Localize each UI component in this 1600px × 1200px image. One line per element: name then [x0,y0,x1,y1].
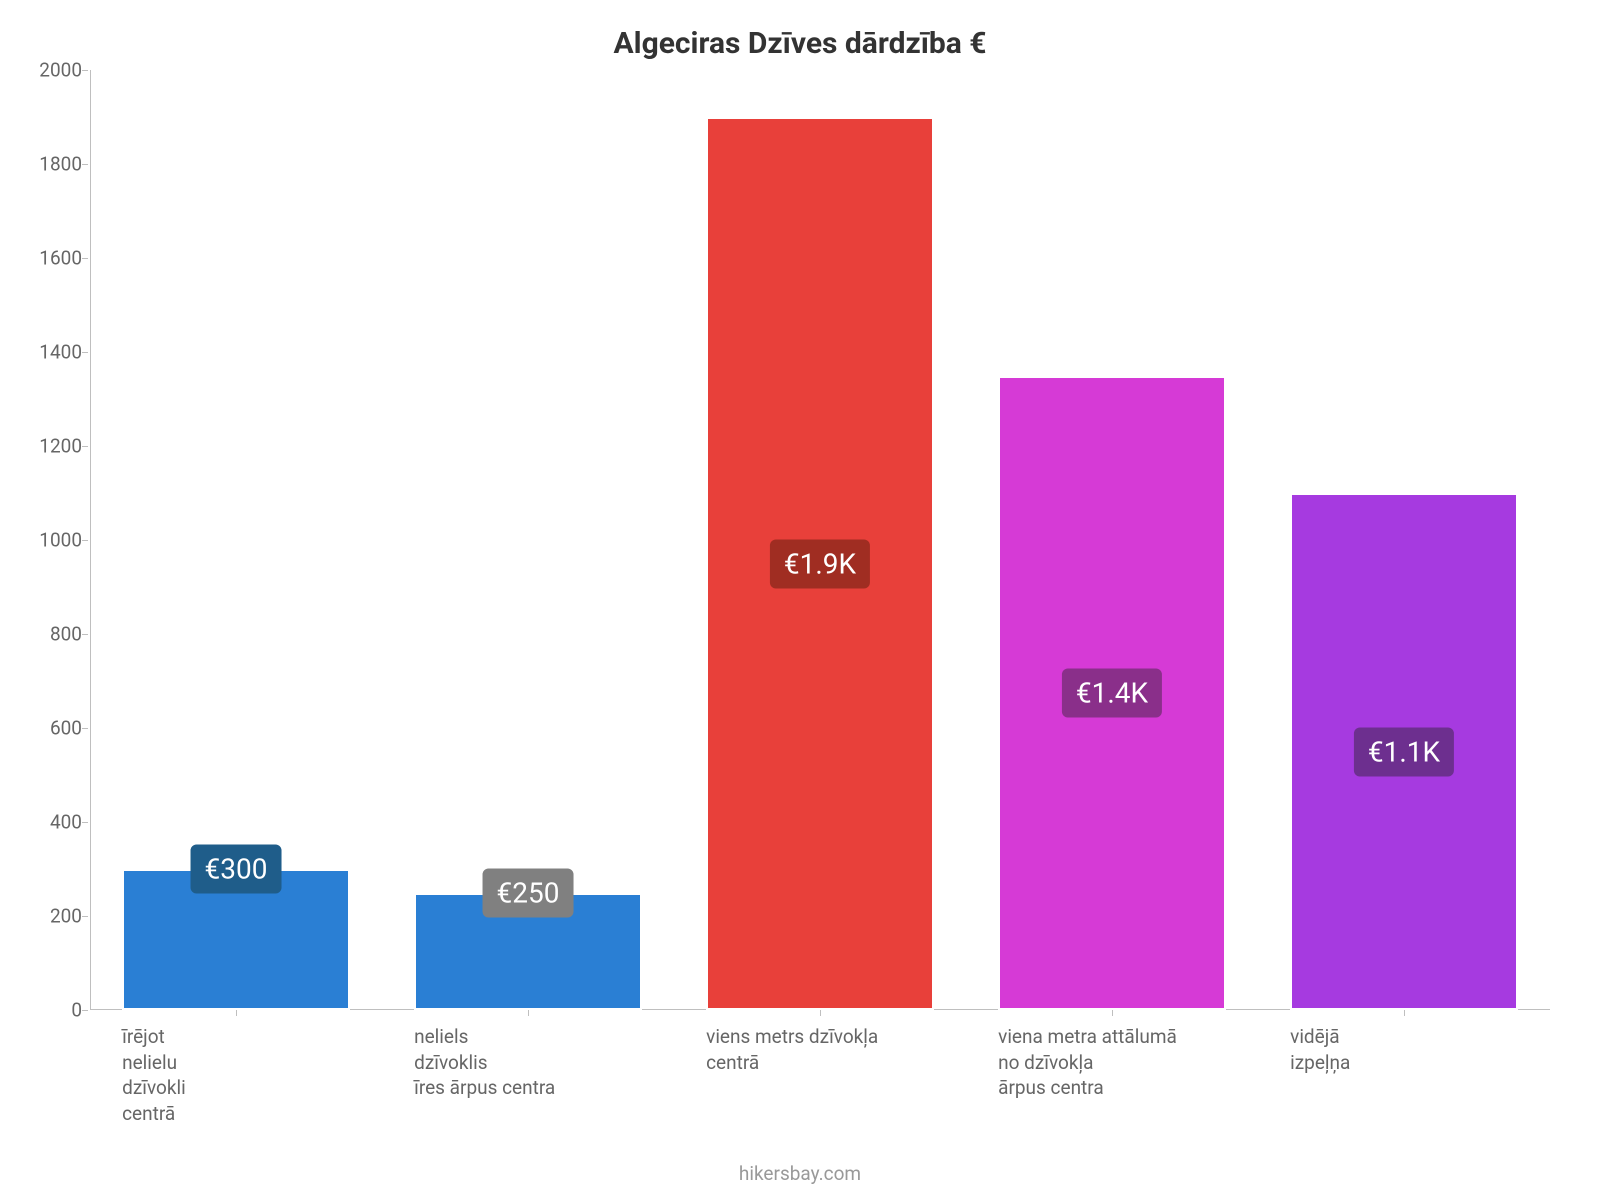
bar-value-label: €1.4K [1062,668,1162,717]
x-tick-mark [820,1010,821,1016]
x-tick-mark [528,1010,529,1016]
y-axis-labels: 0200400600800100012001400160018002000 [0,70,82,1010]
chart-title: Algeciras Dzīves dārdzība € [0,26,1600,61]
bar-value-label: €1.9K [770,539,870,588]
y-tick-label: 2000 [0,59,82,82]
bar-value-label: €300 [191,845,282,894]
y-tick-mark [82,822,88,823]
attribution-text: hikersbay.com [0,1162,1600,1185]
y-tick-mark [82,1010,88,1011]
y-tick-label: 1200 [0,435,82,458]
y-tick-label: 1400 [0,341,82,364]
x-tick-label: viena metra attālumā no dzīvokļa ārpus c… [998,1024,1226,1101]
x-tick-mark [1112,1010,1113,1016]
y-tick-label: 1800 [0,153,82,176]
y-tick-mark [82,728,88,729]
y-tick-label: 600 [0,717,82,740]
y-tick-mark [82,352,88,353]
y-tick-label: 400 [0,811,82,834]
x-tick-mark [236,1010,237,1016]
y-tick-label: 200 [0,905,82,928]
y-tick-mark [82,540,88,541]
y-tick-label: 800 [0,623,82,646]
x-axis-labels: īrējot nelielu dzīvokli centrā neliels dz… [90,1018,1550,1158]
y-tick-mark [82,916,88,917]
bar-value-label: €250 [483,868,574,917]
y-tick-mark [82,70,88,71]
y-tick-mark [82,446,88,447]
y-tick-label: 1600 [0,247,82,270]
y-tick-mark [82,258,88,259]
y-tick-mark [82,634,88,635]
x-tick-mark [1404,1010,1405,1016]
x-tick-label: viens metrs dzīvokļa centrā [706,1024,934,1075]
cost-of-living-bar-chart: Algeciras Dzīves dārdzība € 0 200 400 600 80… [0,0,1600,1200]
y-tick-mark [82,164,88,165]
x-tick-label: neliels dzīvoklis īres ārpus centra [414,1024,642,1101]
y-tick-label: 1000 [0,529,82,552]
bar-value-label: €1.1K [1354,727,1454,776]
y-tick-label: 0 [0,999,82,1022]
x-tick-label: īrējot nelielu dzīvokli centrā [122,1024,350,1127]
x-tick-label: vidējā izpeļņa [1290,1024,1518,1075]
bars-layer: €300 €250 €1.9K €1.4K €1.1K [90,70,1550,1010]
plot-area: €300 €250 €1.9K €1.4K €1.1K [90,70,1550,1010]
